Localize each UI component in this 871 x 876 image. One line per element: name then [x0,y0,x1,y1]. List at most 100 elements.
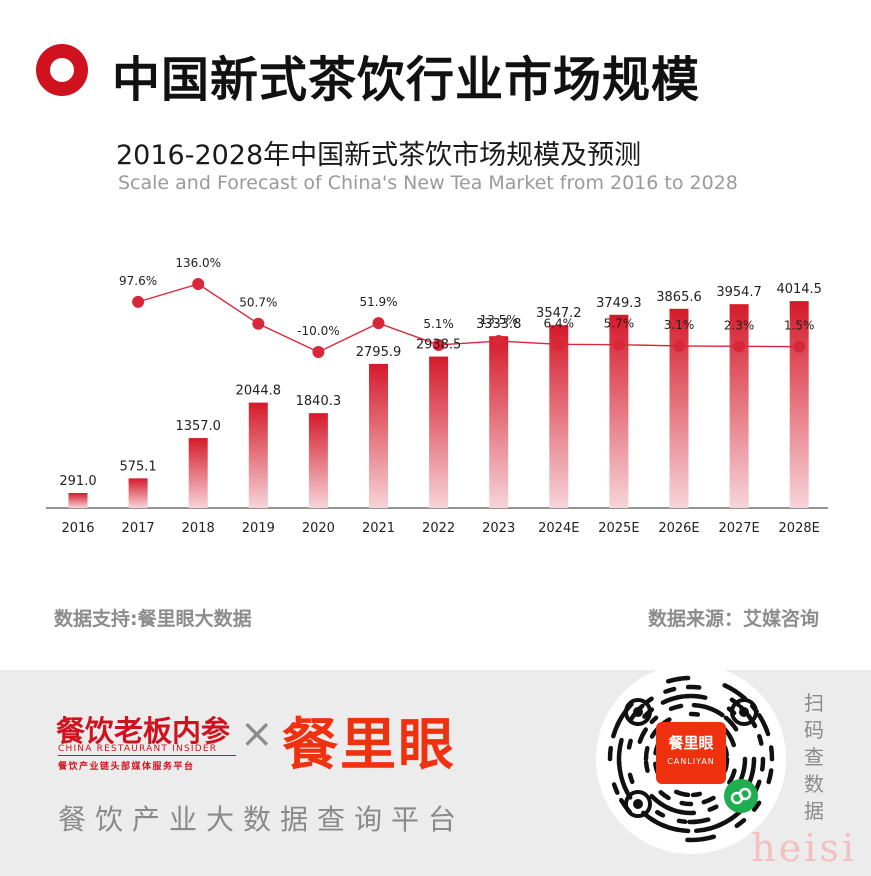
growth-rate-label: -10.0% [297,324,339,338]
bar [429,356,449,508]
chart-subtitle: Scale and Forecast of China's New Tea Ma… [118,172,738,194]
qr-dot [643,760,650,773]
x-tick-label: 2021 [362,521,395,536]
qr-code[interactable] [596,664,786,854]
brand-tagline: 餐饮产业链头部媒体服务平台 [58,762,195,772]
qr-dot [757,733,764,746]
qr-finder-dot [633,799,643,809]
bar [549,325,569,508]
qr-center-cn: 餐里眼 [668,734,714,752]
growth-rate-label: 50.7% [239,296,277,310]
growth-point [312,346,325,358]
bar [489,336,509,508]
qr-finder-dot [633,707,643,717]
bar-value-label: 2044.8 [236,384,282,399]
x-tick-label: 2016 [61,521,94,536]
qr-dot [607,745,613,762]
x-tick-label: 2018 [182,521,215,536]
qr-dot [701,834,717,842]
qr-center-logo: 餐里眼 CANLIYAN [656,722,726,784]
qr-dot [762,723,771,737]
qr-dot [685,836,705,843]
x-tick-label: 2020 [302,521,335,536]
bar-value-label: 1840.3 [296,394,342,409]
growth-point [733,340,746,353]
brand-logo-cn: 餐饮老板内参 [56,714,231,748]
scan-prompt: 扫码查数据 [804,691,824,823]
bar-value-label: 3865.6 [656,290,702,305]
growth-rate-label: 1.5% [784,319,815,333]
qr-dot [693,825,714,834]
mini-program-icon [724,779,758,813]
qr-dot [643,745,650,762]
x-tick-label: 2022 [422,521,455,536]
qr-dot [616,737,624,756]
qr-finder-dot [739,707,749,717]
page-title: 中国新式茶饮行业市场规模 [112,52,701,108]
qr-dot [611,782,620,795]
qr-dot [688,711,701,717]
growth-point [252,317,265,330]
growth-rate-line [137,283,800,353]
x-tick-label: 2027E [718,521,759,536]
qr-dot [671,694,686,701]
qr-dot [668,703,684,712]
watermark: heisi [751,826,857,870]
qr-center-en: CANLIYAN [667,757,715,766]
bar-value-label: 291.0 [59,474,96,489]
qr-dot [751,800,762,812]
x-tick-label: 2023 [482,521,515,536]
growth-point [552,338,565,351]
growth-point [673,339,685,352]
x-tick-label: 2026E [658,521,699,536]
growth-point [612,338,625,351]
qr-dot [658,790,671,801]
brand-logo-en: CHINA RESTAURANT INSIDER [58,744,236,756]
qr-dot [660,696,675,705]
bar [669,308,689,508]
qr-dot [677,675,691,682]
qr-code-icon [607,675,775,843]
qr-finder [624,698,652,726]
qr-dot [760,756,766,772]
x-tick-label: 2028E [779,521,820,536]
qr-dot [734,817,747,829]
bar [128,478,148,508]
canliyan-logo: 餐里眼 [282,713,456,778]
header-circle-icon [36,44,88,96]
bar-value-label: 2938.5 [416,338,462,353]
growth-rate-label: 5.1% [423,317,454,331]
growth-rate-label: 6.4% [544,316,575,330]
qr-dot [655,809,666,818]
growth-rate-label: 13.5% [480,313,518,327]
bar-value-label: 3749.3 [596,296,642,311]
qr-dot [694,694,708,700]
growth-point [132,295,145,308]
bar-value-label: 3547.2 [536,306,582,321]
growth-rate-label: 5.7% [604,317,635,331]
qr-dot [637,727,648,745]
chart-title: 2016-2028年中国新式茶饮市场规模及预测 [116,140,642,171]
qr-dot [663,686,677,694]
bar [609,314,629,508]
growth-rate-label: 3.1% [664,318,695,332]
qr-dot [679,800,694,807]
qr-dot [676,818,688,824]
x-tick-label: 2017 [122,521,155,536]
qr-dot [649,793,663,806]
growth-point [372,317,385,330]
qr-finder [730,698,758,726]
qr-dot [627,772,635,785]
qr-dot [626,738,633,750]
qr-finder [624,790,652,818]
bar [789,301,809,508]
growth-point [492,335,505,348]
bar [729,304,749,508]
bar-value-label: 1357.0 [175,419,221,434]
qr-dot [714,709,725,718]
qr-dot [691,702,707,709]
bar-value-label: 2795.9 [356,345,402,360]
bar-value-label: 4014.5 [776,282,822,297]
cross-icon: × [240,711,274,757]
